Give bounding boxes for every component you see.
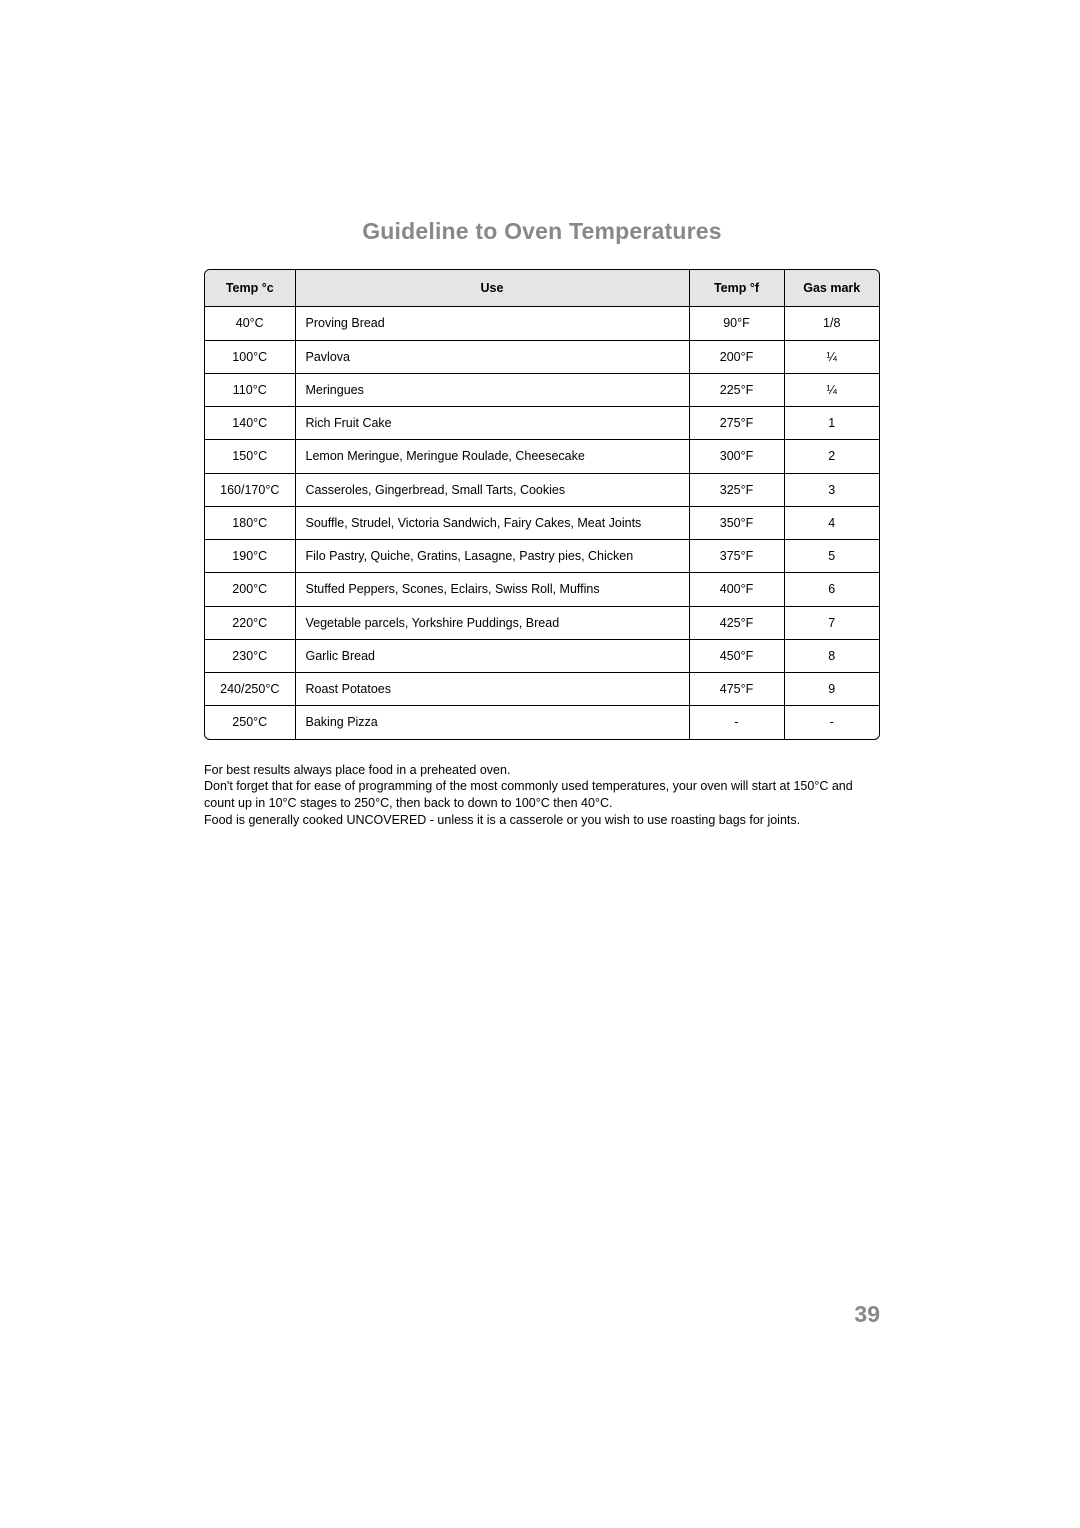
cell-gasmark: ¼ bbox=[784, 373, 879, 406]
cell-gasmark: 1/8 bbox=[784, 307, 879, 340]
table-row: 240/250°C Roast Potatoes 475°F 9 bbox=[205, 673, 879, 706]
note-line: Food is generally cooked UNCOVERED - unl… bbox=[204, 812, 880, 829]
cell-tempf: 275°F bbox=[689, 407, 784, 440]
table-row: 180°C Souffle, Strudel, Victoria Sandwic… bbox=[205, 506, 879, 539]
cell-tempf: 350°F bbox=[689, 506, 784, 539]
table-row: 190°C Filo Pastry, Quiche, Gratins, Lasa… bbox=[205, 540, 879, 573]
table-row: 160/170°C Casseroles, Gingerbread, Small… bbox=[205, 473, 879, 506]
table-row: 110°C Meringues 225°F ¼ bbox=[205, 373, 879, 406]
cell-tempf: 300°F bbox=[689, 440, 784, 473]
cell-gasmark: 7 bbox=[784, 606, 879, 639]
col-header-use: Use bbox=[295, 270, 689, 307]
table-row: 40°C Proving Bread 90°F 1/8 bbox=[205, 307, 879, 340]
cell-use: Pavlova bbox=[295, 340, 689, 373]
cell-tempc: 160/170°C bbox=[205, 473, 295, 506]
cell-tempc: 40°C bbox=[205, 307, 295, 340]
cell-tempf: 400°F bbox=[689, 573, 784, 606]
table-row: 100°C Pavlova 200°F ¼ bbox=[205, 340, 879, 373]
page-title: Guideline to Oven Temperatures bbox=[204, 218, 880, 245]
cell-tempc: 140°C bbox=[205, 407, 295, 440]
cell-gasmark: 8 bbox=[784, 639, 879, 672]
col-header-tempc: Temp °c bbox=[205, 270, 295, 307]
cell-gasmark: 4 bbox=[784, 506, 879, 539]
cell-gasmark: 6 bbox=[784, 573, 879, 606]
notes-block: For best results always place food in a … bbox=[204, 762, 880, 830]
cell-use: Rich Fruit Cake bbox=[295, 407, 689, 440]
temperature-table: Temp °c Use Temp °f Gas mark 40°C Provin… bbox=[205, 270, 879, 739]
cell-tempc: 100°C bbox=[205, 340, 295, 373]
cell-gasmark: 2 bbox=[784, 440, 879, 473]
cell-tempf: 200°F bbox=[689, 340, 784, 373]
cell-tempf: 225°F bbox=[689, 373, 784, 406]
cell-tempc: 110°C bbox=[205, 373, 295, 406]
cell-tempc: 150°C bbox=[205, 440, 295, 473]
cell-use: Meringues bbox=[295, 373, 689, 406]
cell-use: Garlic Bread bbox=[295, 639, 689, 672]
temperature-table-wrap: Temp °c Use Temp °f Gas mark 40°C Provin… bbox=[204, 269, 880, 740]
cell-tempc: 180°C bbox=[205, 506, 295, 539]
cell-gasmark: ¼ bbox=[784, 340, 879, 373]
cell-tempf: - bbox=[689, 706, 784, 739]
cell-use: Stuffed Peppers, Scones, Eclairs, Swiss … bbox=[295, 573, 689, 606]
table-row: 220°C Vegetable parcels, Yorkshire Puddi… bbox=[205, 606, 879, 639]
cell-gasmark: 9 bbox=[784, 673, 879, 706]
cell-use: Souffle, Strudel, Victoria Sandwich, Fai… bbox=[295, 506, 689, 539]
cell-tempc: 190°C bbox=[205, 540, 295, 573]
col-header-tempf: Temp °f bbox=[689, 270, 784, 307]
document-page: Guideline to Oven Temperatures Temp °c U… bbox=[0, 0, 1080, 1528]
table-row: 250°C Baking Pizza - - bbox=[205, 706, 879, 739]
cell-use: Filo Pastry, Quiche, Gratins, Lasagne, P… bbox=[295, 540, 689, 573]
table-header-row: Temp °c Use Temp °f Gas mark bbox=[205, 270, 879, 307]
cell-gasmark: 5 bbox=[784, 540, 879, 573]
cell-use: Casseroles, Gingerbread, Small Tarts, Co… bbox=[295, 473, 689, 506]
table-row: 230°C Garlic Bread 450°F 8 bbox=[205, 639, 879, 672]
cell-tempc: 200°C bbox=[205, 573, 295, 606]
cell-gasmark: 1 bbox=[784, 407, 879, 440]
cell-tempf: 325°F bbox=[689, 473, 784, 506]
cell-tempf: 425°F bbox=[689, 606, 784, 639]
cell-tempc: 240/250°C bbox=[205, 673, 295, 706]
cell-use: Lemon Meringue, Meringue Roulade, Cheese… bbox=[295, 440, 689, 473]
cell-tempf: 375°F bbox=[689, 540, 784, 573]
cell-use: Baking Pizza bbox=[295, 706, 689, 739]
col-header-gasmark: Gas mark bbox=[784, 270, 879, 307]
note-line: Don't forget that for ease of programmin… bbox=[204, 778, 880, 812]
cell-use: Roast Potatoes bbox=[295, 673, 689, 706]
cell-use: Vegetable parcels, Yorkshire Puddings, B… bbox=[295, 606, 689, 639]
cell-gasmark: - bbox=[784, 706, 879, 739]
note-line: For best results always place food in a … bbox=[204, 762, 880, 779]
cell-gasmark: 3 bbox=[784, 473, 879, 506]
cell-tempf: 90°F bbox=[689, 307, 784, 340]
table-row: 140°C Rich Fruit Cake 275°F 1 bbox=[205, 407, 879, 440]
cell-use: Proving Bread bbox=[295, 307, 689, 340]
page-number: 39 bbox=[854, 1301, 880, 1328]
cell-tempf: 475°F bbox=[689, 673, 784, 706]
cell-tempc: 250°C bbox=[205, 706, 295, 739]
cell-tempf: 450°F bbox=[689, 639, 784, 672]
table-body: 40°C Proving Bread 90°F 1/8 100°C Pavlov… bbox=[205, 307, 879, 739]
cell-tempc: 230°C bbox=[205, 639, 295, 672]
table-row: 150°C Lemon Meringue, Meringue Roulade, … bbox=[205, 440, 879, 473]
cell-tempc: 220°C bbox=[205, 606, 295, 639]
table-row: 200°C Stuffed Peppers, Scones, Eclairs, … bbox=[205, 573, 879, 606]
